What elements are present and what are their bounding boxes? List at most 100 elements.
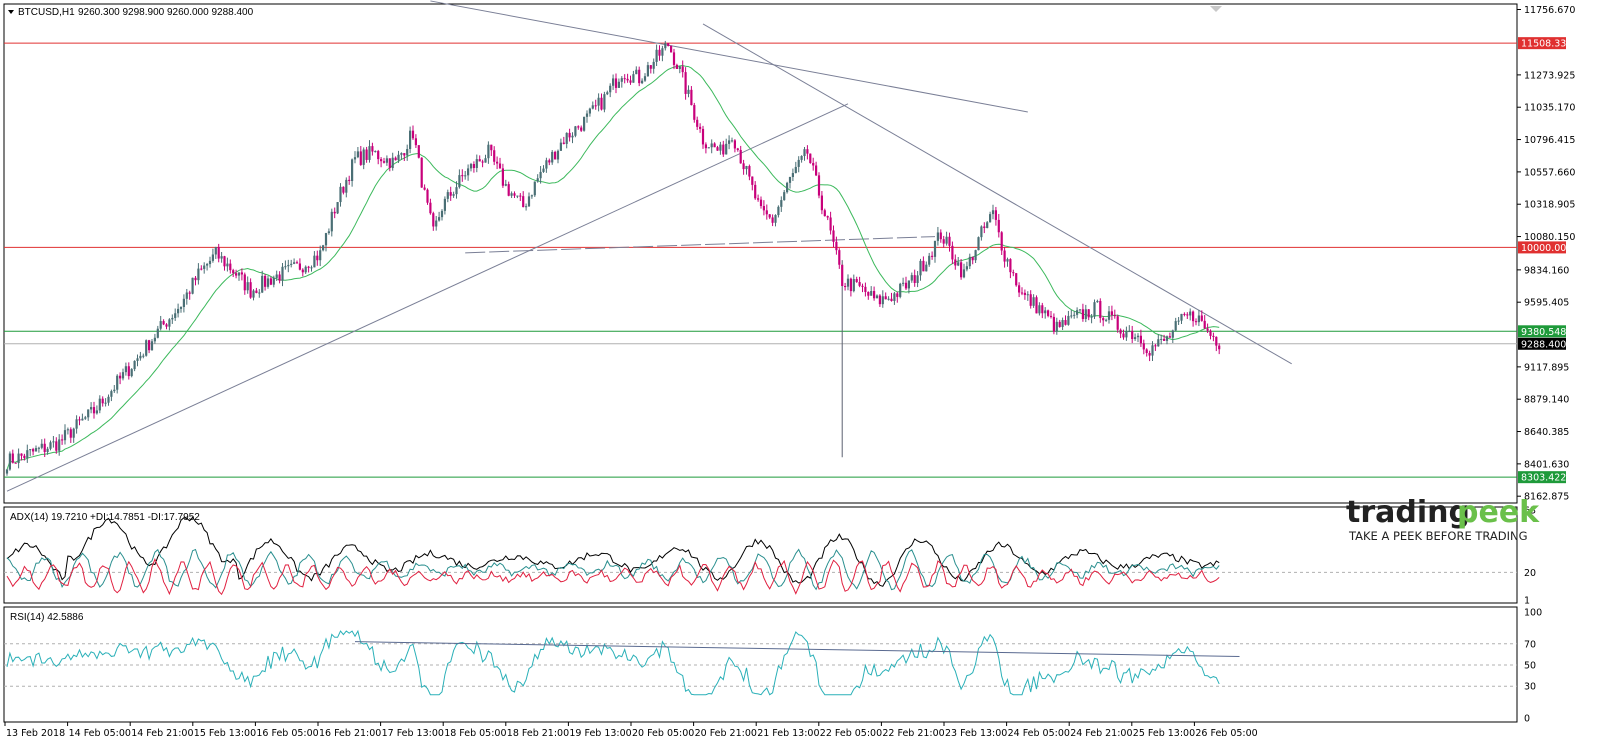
candle: [916, 271, 919, 288]
candle: [806, 145, 809, 160]
candle: [548, 158, 551, 166]
candle: [1212, 332, 1215, 342]
candle: [235, 269, 238, 279]
candle: [472, 161, 475, 173]
candle: [951, 241, 954, 264]
candle: [580, 125, 583, 132]
candle: [600, 93, 603, 111]
candle: [229, 259, 232, 274]
candle: [754, 181, 757, 200]
rsi-tick-1: 70: [1524, 639, 1536, 650]
candle: [606, 90, 609, 96]
candle: [127, 362, 130, 380]
chevron-down-icon[interactable]: [8, 10, 14, 14]
candle: [409, 126, 412, 154]
candle: [290, 259, 293, 268]
candle: [997, 213, 1000, 238]
time-tick-label-15: 23 Feb 13:00: [945, 728, 1007, 739]
candle: [284, 260, 287, 270]
candle: [400, 152, 403, 160]
candle: [475, 154, 478, 173]
candle: [925, 261, 928, 272]
candle: [133, 360, 136, 372]
price-tick-label-7: 9834.160: [1524, 265, 1569, 276]
price-tick-label-10: 8879.140: [1524, 395, 1569, 406]
candle: [551, 150, 554, 165]
candle: [991, 204, 995, 220]
candle: [672, 48, 676, 70]
price-tick-label-8: 9595.405: [1524, 298, 1569, 309]
candle: [820, 191, 823, 215]
candle: [591, 101, 594, 110]
candle: [768, 213, 771, 220]
candle: [1131, 325, 1134, 344]
moving-average: [6, 64, 1220, 470]
candle: [873, 286, 876, 301]
candle: [954, 254, 957, 270]
ma-line: [6, 64, 1220, 470]
candle: [365, 146, 368, 163]
candle: [899, 282, 902, 299]
candle: [525, 203, 528, 211]
candle: [113, 385, 116, 393]
scroll-marker-icon[interactable]: [1210, 6, 1222, 12]
candle: [556, 149, 560, 164]
candle: [81, 413, 84, 421]
candle: [652, 58, 655, 74]
candle: [1061, 317, 1064, 330]
watermark-brand-b: peek: [1457, 495, 1540, 530]
candle: [554, 150, 557, 160]
level-tag-1: [1518, 241, 1566, 254]
candle: [446, 189, 449, 203]
price-panel[interactable]: [3, 3, 1518, 504]
candle: [1090, 313, 1093, 324]
candle: [116, 374, 119, 394]
candle: [771, 214, 774, 227]
candle: [55, 437, 58, 454]
candle: [104, 398, 107, 407]
ohlc-label: 9260.300 9298.900 9260.000 9288.400: [78, 7, 254, 18]
candle: [75, 415, 78, 434]
candle: [423, 184, 426, 191]
candle: [240, 268, 243, 281]
symbol-label: BTCUSD,H1: [18, 7, 75, 18]
candle: [153, 333, 156, 344]
candle: [571, 132, 574, 144]
candle: [519, 193, 522, 202]
candle: [211, 248, 214, 263]
candle: [43, 438, 46, 457]
candle: [208, 256, 212, 268]
candle: [594, 99, 597, 110]
candle: [1009, 258, 1012, 279]
candle: [1067, 310, 1070, 326]
candle: [1081, 303, 1084, 322]
candle: [406, 144, 409, 161]
price-tick-label-13: 8162.875: [1524, 492, 1569, 503]
candle: [638, 66, 641, 87]
candle: [380, 157, 383, 168]
candle: [690, 86, 693, 106]
candle: [174, 308, 177, 321]
tradingpeek-watermark: trading peek TAKE A PEEK BEFORE TRADING: [1346, 495, 1540, 543]
candle: [1209, 329, 1212, 340]
candle: [313, 251, 316, 268]
candle: [542, 165, 545, 173]
candle: [687, 85, 690, 98]
candle: [855, 276, 858, 283]
candle: [272, 275, 275, 288]
current-price-tag: [1518, 337, 1566, 350]
candle: [165, 323, 168, 330]
price-tick-label-11: 8640.385: [1524, 427, 1569, 438]
candle: [800, 155, 803, 163]
candle: [66, 427, 69, 435]
candle: [26, 444, 29, 463]
candle: [255, 287, 258, 294]
candle: [1099, 298, 1102, 323]
price-tick-label-3: 10796.415: [1524, 135, 1575, 146]
candle: [1105, 318, 1108, 322]
level-tag-0: [1518, 37, 1566, 50]
time-tick-label-14: 22 Feb 21:00: [882, 728, 944, 739]
adx-title: ADX(14) 19.7210 +DI:14.7851 -DI:17.7952: [10, 512, 200, 523]
candle: [14, 462, 17, 464]
